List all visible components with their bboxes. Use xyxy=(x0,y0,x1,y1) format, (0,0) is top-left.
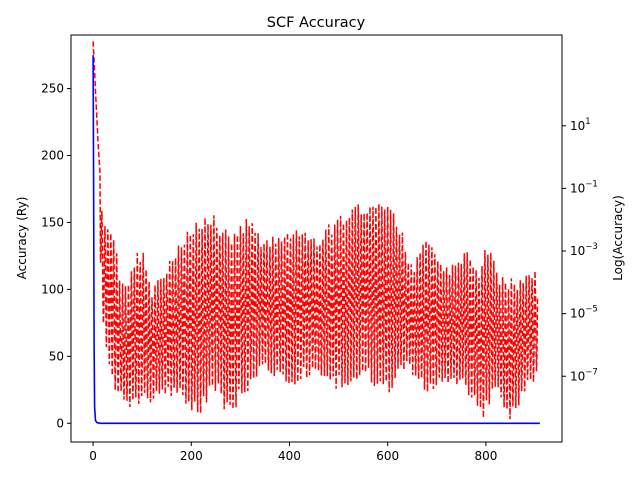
x-axis: 0 200 400 600 800 xyxy=(89,442,497,463)
y-axis-label: Accuracy (Ry) xyxy=(15,197,29,280)
y-tick-label: 150 xyxy=(41,215,64,229)
y-tick-label: 100 xyxy=(41,282,64,296)
accuracy-line xyxy=(92,55,540,425)
y2-tick-exponent: −5 xyxy=(585,305,598,315)
y-axis-left: 0 50 100 150 200 250 xyxy=(41,82,71,430)
y2-tick-exponent: 1 xyxy=(585,117,590,127)
x-tick-label: 400 xyxy=(278,449,301,463)
chart-title: SCF Accuracy xyxy=(267,15,366,31)
x-tick-label: 200 xyxy=(180,449,203,463)
x-tick-label: 0 xyxy=(89,449,97,463)
accuracy-log-series xyxy=(92,41,539,420)
log-accuracy-line xyxy=(92,41,539,420)
y2-axis-label: Log(Accuracy) xyxy=(611,195,625,281)
y-tick-label: 0 xyxy=(56,416,64,430)
y-tick-label: 200 xyxy=(41,148,64,162)
plot-frame xyxy=(70,34,563,443)
x-tick-label: 800 xyxy=(474,449,497,463)
y2-tick-exponent: −7 xyxy=(585,367,598,377)
x-tick-label: 600 xyxy=(376,449,399,463)
y2-tick-exponent: −3 xyxy=(585,242,598,252)
y-tick-label: 250 xyxy=(41,82,64,96)
y2-tick-exponent: −1 xyxy=(585,179,598,189)
accuracy-linear-series xyxy=(92,55,540,425)
y-tick-label: 50 xyxy=(49,349,64,363)
